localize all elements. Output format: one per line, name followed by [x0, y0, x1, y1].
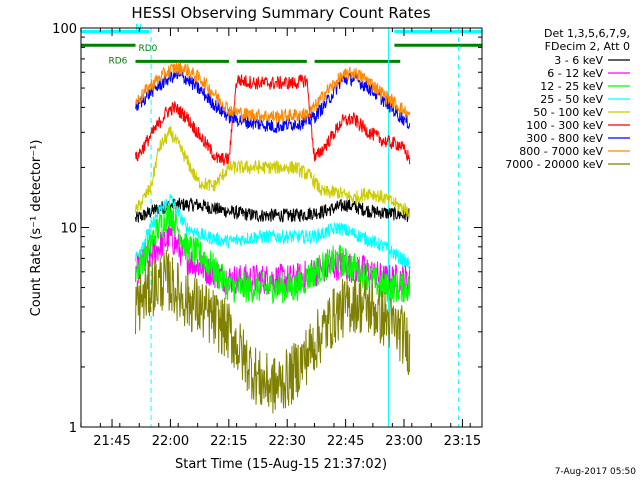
- date-stamp: 7-Aug-2017 05:50: [555, 467, 637, 477]
- series-line-7000-20000-kev: [135, 249, 411, 414]
- series-line-3-6-kev: [135, 197, 411, 223]
- legend-entry-label: 50 - 100 keV: [533, 106, 603, 119]
- series-line-50-100-kev: [135, 126, 411, 218]
- legend-entry-label: 6 - 12 keV: [547, 67, 603, 80]
- y-tick-label: 10: [60, 222, 77, 237]
- x-tick-label: 22:30: [268, 434, 305, 449]
- legend-entry-label: 12 - 25 keV: [540, 80, 603, 93]
- legend-entry-label: 3 - 6 keV: [554, 54, 603, 67]
- legend-entry-label: 25 - 50 keV: [540, 93, 603, 106]
- series-layer: [135, 62, 411, 414]
- legend-header: FDecim 2, Att 0: [545, 40, 630, 53]
- legend-entry-label: 300 - 800 keV: [526, 132, 603, 145]
- x-tick-label: 23:15: [444, 434, 481, 449]
- legend-header: Det 1,3,5,6,7,9,: [544, 27, 630, 40]
- x-tick-label: 22:15: [210, 434, 247, 449]
- series-line-12-25-kev: [135, 202, 411, 305]
- y-tick-label: 1: [69, 421, 77, 436]
- series-line-800-7000-kev: [135, 62, 411, 124]
- flag-label-rd6: RD6: [109, 56, 128, 66]
- x-axis: 21:45 22:00 22:15 22:30 22:45 23:00 23:15: [80, 28, 481, 449]
- legend-entry-label: 800 - 7000 keV: [519, 145, 603, 158]
- legend-entry-label: 100 - 300 keV: [526, 119, 603, 132]
- x-axis-label: Start Time (15-Aug-15 21:37:02): [175, 457, 387, 472]
- x-tick-label: 23:00: [385, 434, 422, 449]
- x-tick-label: 22:00: [152, 434, 189, 449]
- x-tick-label: 22:45: [327, 434, 364, 449]
- y-axis: 1 10 100: [52, 22, 482, 436]
- flag-label-rd0: RD0: [139, 44, 158, 54]
- legend: Det 1,3,5,6,7,9,FDecim 2, Att 03 - 6 keV…: [505, 27, 630, 171]
- chart-title: HESSI Observing Summary Count Rates: [131, 4, 430, 22]
- y-tick-label: 100: [52, 22, 77, 37]
- legend-entry-label: 7000 - 20000 keV: [505, 158, 603, 171]
- flag-label-n: N: [135, 24, 142, 34]
- series-line-100-300-kev: [135, 74, 411, 166]
- flags-layer: N RD0 RD6: [81, 24, 482, 66]
- x-tick-label: 21:45: [93, 434, 130, 449]
- series-line-25-50-kev: [135, 194, 411, 271]
- y-axis-label: Count Rate (s⁻¹ detector⁻¹): [29, 140, 44, 317]
